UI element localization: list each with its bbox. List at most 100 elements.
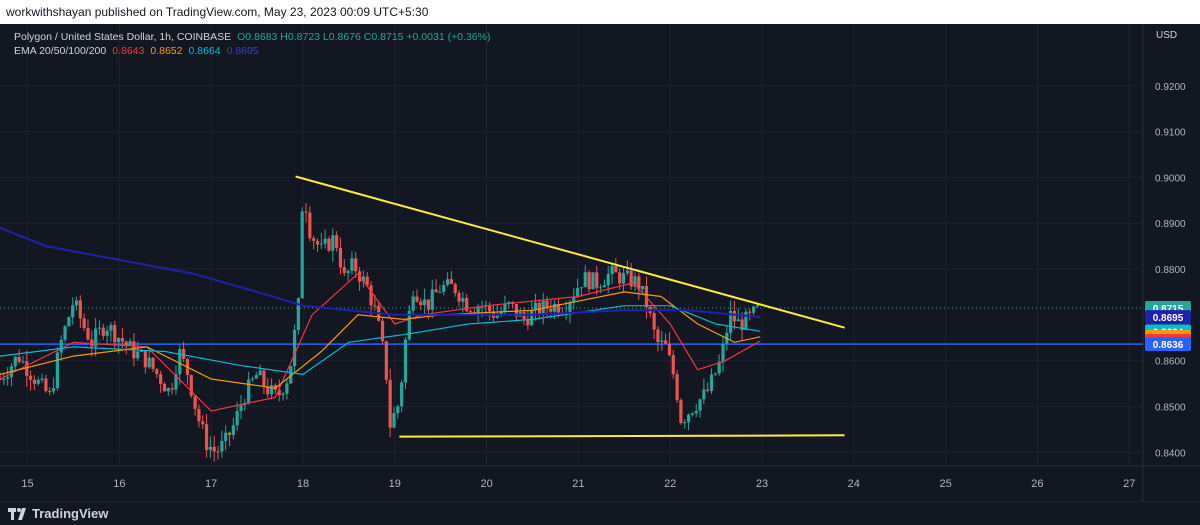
ema20-value: 0.8643 (112, 45, 145, 57)
ema100-value: 0.8664 (188, 45, 221, 57)
candle-body (415, 296, 419, 302)
candle-body (300, 211, 304, 299)
candle-body (105, 330, 109, 336)
ema50-value: 0.8652 (150, 45, 183, 57)
candle-body (449, 279, 453, 285)
candle-body (694, 410, 698, 414)
candle-body (621, 273, 626, 284)
price-label-box (1145, 337, 1191, 352)
tradingview-logo-icon (8, 507, 26, 520)
candle-body (407, 310, 411, 340)
candle-body (170, 388, 174, 390)
candle-body (400, 382, 404, 407)
candle-body (193, 395, 197, 409)
x-tick-label: 19 (389, 478, 401, 490)
candle-body (736, 319, 740, 322)
chart-area[interactable]: 0.9200 0.9100 0.9000 0.8900 0.8800 0.8600 0.85… (0, 24, 1200, 501)
candle-body (159, 374, 163, 384)
x-tick-label: 23 (756, 478, 768, 490)
candle-body (235, 411, 239, 426)
candle-body (262, 370, 266, 387)
candle-body (71, 305, 75, 318)
candle-body (327, 238, 331, 251)
symbol-row: Polygon / United States Dollar, 1h, COIN… (14, 30, 490, 44)
candle-body (250, 378, 255, 380)
candle-body (25, 361, 29, 376)
candle-body (151, 357, 155, 369)
candle-body (178, 349, 182, 375)
candle-body (224, 432, 228, 441)
y-tick-label: 0.8500 (1155, 402, 1186, 413)
candle-body (606, 273, 610, 286)
candle-body (618, 272, 622, 284)
candle-body (97, 327, 102, 329)
chart-background (0, 24, 1200, 501)
candle-body (78, 300, 82, 319)
candle-body (637, 276, 641, 290)
candle-body (430, 289, 434, 310)
candle-body (579, 287, 584, 289)
brand-name: TradingView (32, 506, 109, 521)
candle-body (319, 243, 323, 245)
candle-body (342, 267, 346, 273)
candle-body (143, 351, 147, 368)
candle-body (338, 247, 343, 268)
price-label: 0.8695 (1153, 313, 1184, 324)
candle-body (2, 378, 6, 380)
candle-body (591, 272, 595, 290)
candle-body (403, 339, 408, 383)
candle-body (21, 361, 25, 363)
candle-body (174, 374, 178, 390)
trendline[interactable] (399, 434, 845, 438)
candle-body (530, 310, 534, 326)
x-tick-label: 18 (297, 478, 309, 490)
candle-body (706, 389, 710, 391)
y-tick-label: 0.9200 (1155, 82, 1186, 93)
trendline[interactable] (295, 175, 845, 329)
candle-body (29, 375, 33, 380)
chart-legend: Polygon / United States Dollar, 1h, COIN… (14, 30, 490, 58)
ema-label[interactable]: EMA 20/50/100/200 (14, 45, 107, 57)
candle-body (109, 325, 113, 331)
candle-body (614, 265, 618, 273)
candle-body (751, 306, 756, 313)
candle-body (44, 378, 48, 392)
ema-line (0, 226, 761, 319)
candle-body (423, 299, 427, 306)
candle-body (296, 298, 300, 330)
x-tick-label: 17 (205, 478, 217, 490)
candle-body (315, 240, 320, 245)
candle-body (216, 451, 220, 453)
x-tick-label: 27 (1123, 478, 1135, 490)
candle-body (212, 446, 216, 452)
candle-body (380, 320, 385, 342)
candle-body (204, 424, 209, 451)
candle-body (227, 432, 232, 436)
candle-body (17, 357, 21, 362)
candle-body (63, 326, 67, 340)
symbol-label[interactable]: Polygon / United States Dollar, 1h, COIN… (14, 31, 232, 43)
x-tick-label: 24 (848, 478, 860, 490)
candle-body (48, 391, 52, 393)
candle-body (465, 297, 469, 312)
candle-body (55, 352, 59, 389)
candle-body (713, 373, 717, 375)
candle-body (220, 440, 224, 452)
candle-body (610, 265, 614, 274)
candle-body (113, 325, 117, 343)
candle-body (503, 303, 507, 312)
candle-body (13, 357, 17, 367)
candle-body (729, 310, 733, 333)
candle-body (292, 329, 297, 367)
candle-body (369, 285, 373, 306)
candle-body (533, 302, 538, 311)
candle-body (556, 304, 561, 314)
y-tick-label: 0.8900 (1155, 219, 1186, 230)
candle-body (231, 425, 235, 436)
price-chart[interactable]: 0.9200 0.9100 0.9000 0.8900 0.8800 0.8600 0.85… (0, 24, 1200, 501)
candle-body (335, 235, 339, 248)
y-tick-label: 0.9000 (1155, 173, 1186, 184)
candle-body (426, 299, 431, 310)
y-tick-label: 0.9100 (1155, 128, 1186, 139)
candle-body (641, 285, 645, 290)
